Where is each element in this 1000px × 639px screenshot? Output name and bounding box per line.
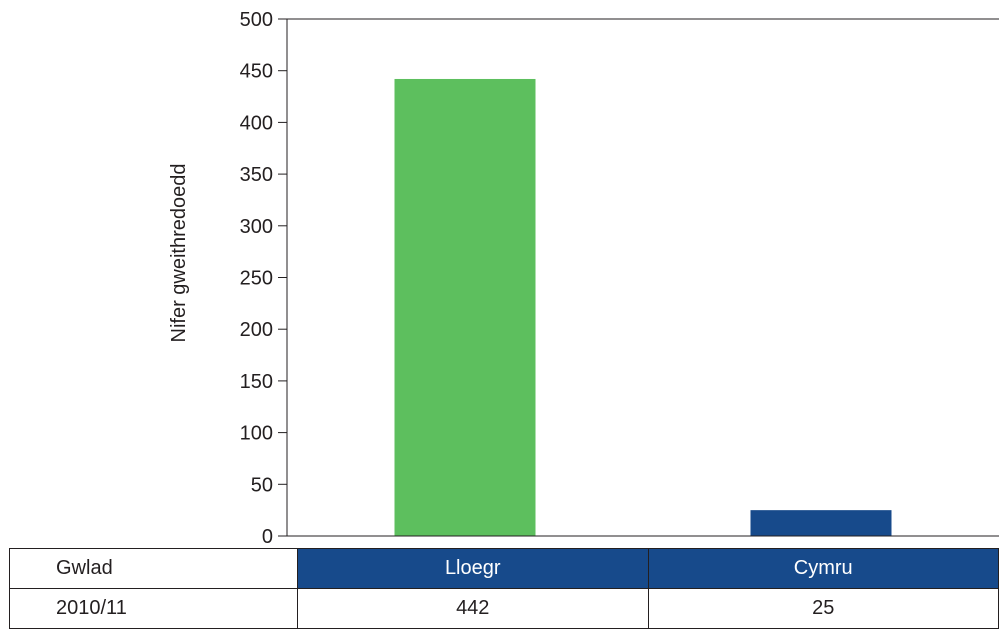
bars	[394, 78, 892, 537]
table-header-label: Gwlad	[9, 548, 298, 589]
y-tick-label: 400	[240, 112, 273, 134]
y-tick-label: 50	[251, 474, 273, 496]
y-tick-label: 350	[240, 164, 273, 186]
data-table: Gwlad Lloegr Cymru 2010/11 442 25	[9, 548, 999, 629]
y-tick-label: 300	[240, 216, 273, 238]
y-tick-label: 450	[240, 61, 273, 83]
table-value-lloegr: 442	[297, 588, 649, 629]
y-tick-label: 100	[240, 423, 273, 445]
table-category-cymru: Cymru	[647, 548, 999, 589]
bar-cymru	[750, 510, 892, 536]
y-tick-label: 500	[240, 9, 273, 31]
bar-lloegr	[394, 78, 536, 537]
table-value-cymru: 25	[647, 588, 999, 629]
y-axis-ticks: 0 50 100 150 200 250 300 350 400 450 500	[240, 9, 287, 548]
y-tick-label: 200	[240, 319, 273, 341]
table-header-row: Gwlad Lloegr Cymru	[9, 548, 999, 589]
table-row: 2010/11 442 25	[9, 588, 999, 629]
y-tick-label: 150	[240, 371, 273, 393]
bar-chart: Nifer gweithredoedd 0 50 100 150 200 250 300 35…	[168, 9, 999, 548]
y-tick-label: 0	[262, 526, 273, 548]
table-category-lloegr: Lloegr	[297, 548, 649, 589]
table-row-label: 2010/11	[9, 588, 298, 629]
y-tick-label: 250	[240, 268, 273, 290]
y-axis-label: Nifer gweithredoedd	[168, 164, 190, 343]
